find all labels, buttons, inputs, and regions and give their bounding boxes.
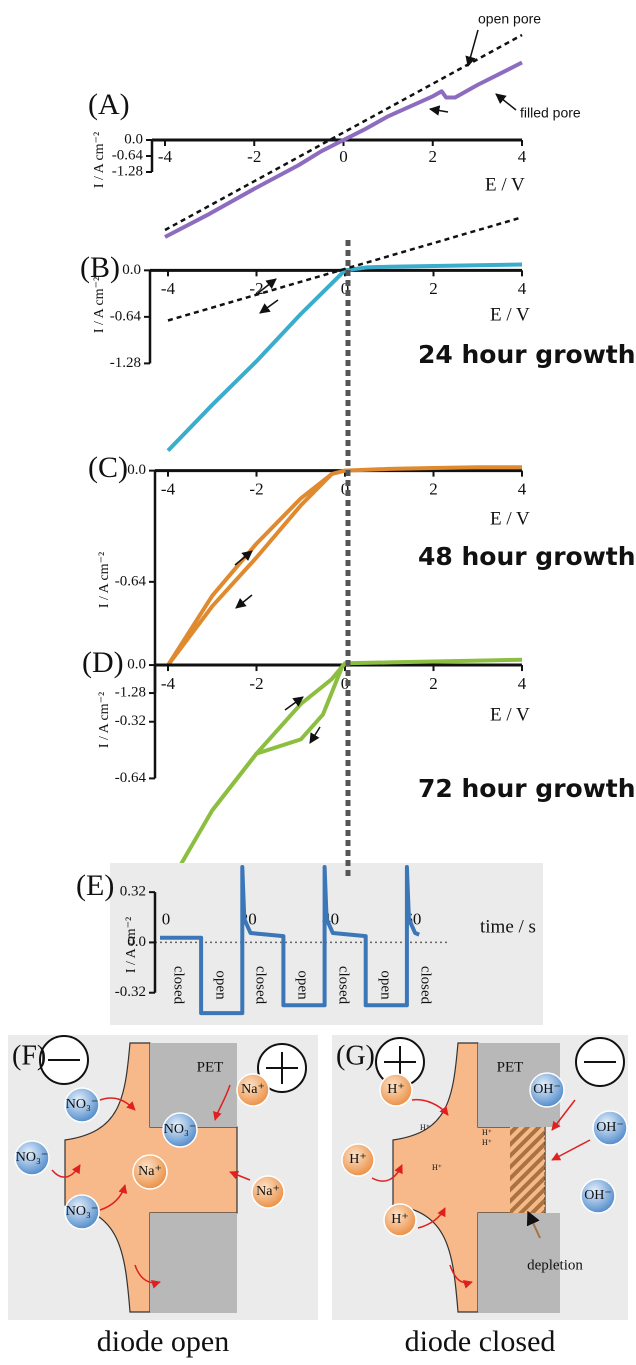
y-axis-label: I / A cm⁻² bbox=[92, 277, 107, 333]
x-tick-label: -2 bbox=[247, 147, 261, 166]
x-tick-label: -4 bbox=[161, 480, 176, 499]
annotation: closed bbox=[336, 966, 352, 1005]
small-ion-label: H⁺ bbox=[482, 1138, 492, 1147]
annotation: 24 hour growth bbox=[418, 340, 636, 369]
x-tick-label: 2 bbox=[429, 674, 438, 693]
figure: 0.0-0.64-1.28-4-2024(A)I / A cm⁻²E / Vop… bbox=[0, 0, 636, 1365]
x-tick-label: 2 bbox=[429, 480, 438, 499]
annotation: open bbox=[378, 970, 394, 1000]
ion-label: Na⁺ bbox=[138, 1164, 162, 1179]
x-tick-label: 4 bbox=[518, 147, 527, 166]
depletion-label: depletion bbox=[527, 1257, 583, 1273]
y-tick-label: 0.32 bbox=[120, 884, 146, 900]
y-tick-label: -0.64 bbox=[115, 573, 147, 589]
x-tick-label: 2 bbox=[429, 147, 438, 166]
x-tick-label: 2 bbox=[429, 279, 438, 298]
ion-label: NO₃⁻ bbox=[66, 1204, 99, 1219]
y-tick-label: -0.32 bbox=[115, 984, 146, 1000]
y-tick-label: 0.0 bbox=[127, 462, 146, 478]
annotation: closed bbox=[171, 966, 187, 1005]
panel: 0.0-0.64-1.28 -4 -2 0 2 4 (A) I / A cm⁻² E / V op… bbox=[88, 11, 581, 237]
y-tick-label: -0.64 bbox=[112, 147, 144, 163]
panel-label: (G) bbox=[336, 1040, 375, 1071]
y-axis-label: I / A cm⁻² bbox=[97, 552, 112, 608]
y-tick-label: -0.64 bbox=[115, 770, 147, 786]
x-tick-label: -4 bbox=[161, 674, 176, 693]
caption: diode closed bbox=[405, 1325, 556, 1358]
panel-label: (A) bbox=[88, 88, 130, 121]
ion-label: NO₃⁻ bbox=[16, 1150, 49, 1165]
y-axis-label: I / A cm⁻² bbox=[124, 917, 139, 973]
annotation: closed bbox=[253, 966, 269, 1005]
x-axis-label: time / s bbox=[480, 916, 536, 937]
annotation: open bbox=[295, 970, 311, 1000]
y-axis-label: I / A cm⁻² bbox=[97, 692, 112, 748]
panel-label: (F) bbox=[12, 1040, 46, 1071]
membrane-label: PET bbox=[197, 1059, 224, 1075]
diagram-g bbox=[332, 1035, 628, 1320]
ion-label: NO₃⁻ bbox=[66, 1097, 99, 1112]
y-tick-label: -1.28 bbox=[110, 355, 141, 371]
panel: 0.0-0.32-0.64-4-2024(D)I / A cm⁻²E / V72… bbox=[82, 646, 636, 887]
small-ion-label: H⁺ bbox=[432, 1163, 442, 1172]
y-tick-label: 0.0 bbox=[127, 656, 146, 672]
y-tick-label: 0.0 bbox=[122, 262, 141, 278]
panel-label: (D) bbox=[82, 646, 124, 679]
y-tick-label: 0.0 bbox=[124, 131, 143, 147]
x-axis-label: E / V bbox=[490, 508, 530, 529]
x-tick-label: -2 bbox=[249, 674, 263, 693]
annotation: 72 hour growth bbox=[418, 774, 636, 803]
y-tick-label: -1.28 bbox=[112, 163, 143, 179]
annotation: open pore bbox=[478, 11, 541, 27]
x-tick-label: 4 bbox=[518, 480, 527, 499]
small-ion-label: H⁺ bbox=[420, 1123, 430, 1132]
ion-label: OH⁻ bbox=[596, 1120, 624, 1135]
x-tick-label: -4 bbox=[158, 147, 173, 166]
ion-label: Na⁺ bbox=[256, 1184, 280, 1199]
y-tick-label: -0.64 bbox=[110, 308, 142, 324]
ion-label: OH⁻ bbox=[533, 1082, 561, 1097]
ion-label: Na⁺ bbox=[241, 1082, 265, 1097]
annotation: 48 hour growth bbox=[418, 542, 636, 571]
caption: diode open bbox=[97, 1325, 229, 1358]
panel-label: (C) bbox=[88, 451, 128, 484]
x-tick-label: -2 bbox=[249, 480, 263, 499]
panel-label: (E) bbox=[76, 869, 114, 902]
annotation: closed bbox=[418, 966, 434, 1005]
x-axis-label: E / V bbox=[485, 174, 525, 195]
x-tick-label: 4 bbox=[518, 674, 527, 693]
x-tick-label: 0 bbox=[339, 147, 348, 166]
x-tick-label: -4 bbox=[161, 279, 176, 298]
small-ion-label: H⁺ bbox=[482, 1128, 492, 1137]
ion-label: NO₃⁻ bbox=[164, 1122, 197, 1137]
data-line bbox=[168, 474, 332, 665]
y-tick-label: -0.32 bbox=[115, 713, 146, 729]
annotation: filled pore bbox=[520, 105, 581, 121]
y-tick-label: -1.28 bbox=[115, 684, 146, 700]
ion-label: H⁺ bbox=[391, 1212, 409, 1227]
x-tick-label: 4 bbox=[518, 279, 527, 298]
ion-label: OH⁻ bbox=[584, 1188, 612, 1203]
x-axis-label: E / V bbox=[490, 304, 530, 325]
arrows bbox=[235, 30, 516, 743]
ion-label: H⁺ bbox=[387, 1082, 405, 1097]
x-tick-label: 0 bbox=[162, 909, 171, 928]
y-axis-label: I / A cm⁻² bbox=[92, 132, 107, 188]
membrane-label: PET bbox=[497, 1059, 524, 1075]
annotation: open bbox=[213, 970, 229, 1000]
x-axis-label: E / V bbox=[490, 704, 530, 725]
ion-label: H⁺ bbox=[349, 1152, 367, 1167]
